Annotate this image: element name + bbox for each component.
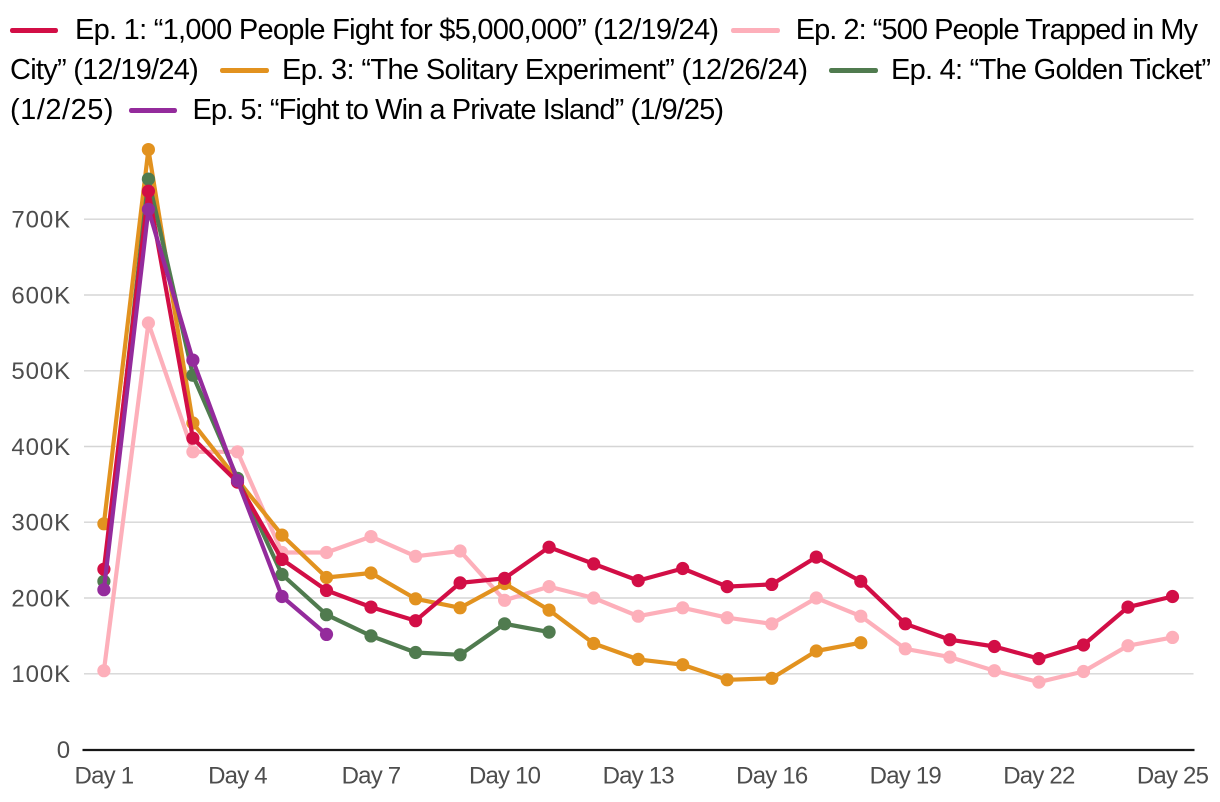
svg-text:Day 10: Day 10 [469, 762, 541, 789]
svg-text:500K: 500K [11, 358, 71, 385]
svg-text:Day 4: Day 4 [208, 762, 267, 789]
svg-text:0: 0 [57, 737, 71, 764]
svg-text:Day 13: Day 13 [603, 762, 675, 789]
svg-text:400K: 400K [11, 434, 71, 461]
svg-text:Day 19: Day 19 [870, 762, 942, 789]
svg-text:200K: 200K [11, 585, 71, 612]
svg-text:Day 1: Day 1 [75, 762, 134, 789]
svg-text:100K: 100K [11, 661, 71, 688]
svg-text:Day 22: Day 22 [1003, 762, 1075, 789]
svg-text:Day 25: Day 25 [1137, 762, 1209, 789]
svg-text:700K: 700K [11, 207, 71, 234]
svg-text:600K: 600K [11, 282, 71, 309]
svg-text:Day 16: Day 16 [736, 762, 808, 789]
svg-text:Day 7: Day 7 [342, 762, 401, 789]
svg-text:300K: 300K [11, 510, 71, 537]
